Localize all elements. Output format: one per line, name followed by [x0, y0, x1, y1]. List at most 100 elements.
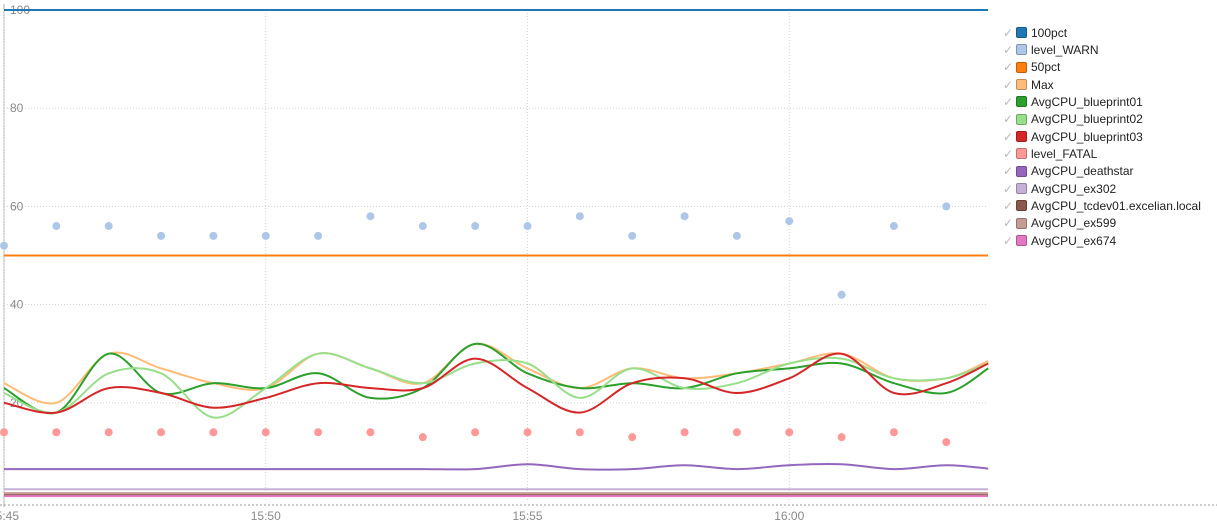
y-tick-label: 80: [10, 101, 24, 115]
data-point: [261, 428, 270, 437]
series-avgcpu-blueprint02: [3, 352, 989, 419]
legend-swatch: [1016, 113, 1027, 125]
series-avgcpu-blueprint03: [3, 352, 989, 414]
data-point: [785, 428, 794, 437]
series-level-warn: [0, 202, 951, 299]
y-tick-label: 40: [10, 298, 24, 312]
data-point: [942, 438, 951, 447]
data-point: [628, 433, 637, 442]
legend-label: AvgCPU_ex302: [1031, 181, 1117, 196]
legend-swatch: [1016, 61, 1027, 73]
checkmark-icon: ✓: [1003, 233, 1014, 248]
checkmark-icon: ✓: [1003, 112, 1014, 127]
legend-swatch: [1016, 131, 1027, 143]
data-point: [366, 212, 375, 221]
data-point: [471, 428, 480, 437]
legend-label: 50pct: [1031, 60, 1061, 75]
legend-item-avgcpu-deathstar[interactable]: ✓ AvgCPU_deathstar: [1000, 163, 1215, 180]
legend-item-level-warn[interactable]: ✓ level_WARN: [1000, 41, 1215, 58]
data-point: [157, 231, 166, 240]
legend-label: AvgCPU_ex599: [1031, 216, 1117, 231]
data-point: [732, 231, 741, 240]
data-point: [261, 231, 270, 240]
y-tick-label: 60: [10, 199, 24, 213]
legend-swatch: [1016, 96, 1027, 108]
legend-swatch: [1016, 148, 1027, 160]
checkmark-icon: ✓: [1003, 94, 1014, 109]
legend-label: AvgCPU_blueprint01: [1031, 94, 1143, 109]
legend-swatch: [1016, 79, 1027, 91]
data-point: [837, 433, 846, 442]
data-point: [680, 428, 689, 437]
data-point: [418, 433, 427, 442]
x-axis: 15:45 15:50 15:55 16:00: [0, 509, 805, 523]
legend-item-avgcpu-tcdev01-excelian-local[interactable]: ✓ AvgCPU_tcdev01.excelian.local: [1000, 197, 1215, 214]
legend-label: AvgCPU_blueprint02: [1031, 112, 1143, 127]
data-point: [680, 212, 689, 221]
x-tick-label: 16:00: [774, 509, 804, 523]
data-point: [209, 428, 218, 437]
legend-item-avgcpu-ex302[interactable]: ✓ AvgCPU_ex302: [1000, 180, 1215, 197]
legend-swatch: [1016, 165, 1027, 177]
series-level-fatal: [0, 428, 951, 447]
chart-legend: ✓ 100pct ✓ level_WARN ✓ 50pct ✓ Max ✓ AvgCPU_blue…: [1000, 24, 1215, 249]
data-point: [366, 428, 375, 437]
legend-swatch: [1016, 217, 1027, 229]
data-point: [314, 428, 323, 437]
data-point: [157, 428, 166, 437]
legend-item-100pct[interactable]: ✓ 100pct: [1000, 24, 1215, 41]
checkmark-icon: ✓: [1003, 129, 1014, 144]
checkmark-icon: ✓: [1003, 42, 1014, 57]
data-point: [889, 222, 898, 231]
legend-swatch: [1016, 44, 1027, 56]
legend-item-avgcpu-blueprint03[interactable]: ✓ AvgCPU_blueprint03: [1000, 128, 1215, 145]
checkmark-icon: ✓: [1003, 216, 1014, 231]
data-point: [104, 428, 113, 437]
legend-item-avgcpu-blueprint01[interactable]: ✓ AvgCPU_blueprint01: [1000, 93, 1215, 110]
plot-series: [0, 9, 989, 498]
legend-item-avgcpu-ex674[interactable]: ✓ AvgCPU_ex674: [1000, 232, 1215, 249]
legend-swatch: [1016, 235, 1027, 247]
data-point: [52, 222, 61, 231]
data-point: [523, 428, 532, 437]
checkmark-icon: ✓: [1003, 146, 1014, 161]
data-point: [889, 428, 898, 437]
legend-item-level-fatal[interactable]: ✓ level_FATAL: [1000, 145, 1215, 162]
data-point: [837, 290, 846, 299]
legend-label: 100pct: [1031, 25, 1068, 40]
data-point: [52, 428, 61, 437]
data-point: [209, 231, 218, 240]
legend-swatch: [1016, 183, 1027, 195]
series-avgcpu-deathstar: [3, 462, 989, 471]
checkmark-icon: ✓: [1003, 25, 1014, 40]
data-point: [785, 217, 794, 226]
legend-label: level_FATAL: [1031, 146, 1098, 161]
checkmark-icon: ✓: [1003, 164, 1014, 179]
data-point: [104, 222, 113, 231]
data-point: [628, 231, 637, 240]
legend-label: AvgCPU_blueprint03: [1031, 129, 1143, 144]
legend-item-50pct[interactable]: ✓ 50pct: [1000, 59, 1215, 76]
data-point: [314, 231, 323, 240]
checkmark-icon: ✓: [1003, 77, 1014, 92]
legend-item-max[interactable]: ✓ Max: [1000, 76, 1215, 93]
data-point: [732, 428, 741, 437]
data-point: [575, 428, 584, 437]
data-point: [471, 222, 480, 231]
legend-swatch: [1016, 200, 1027, 212]
legend-label: AvgCPU_deathstar: [1031, 164, 1134, 179]
data-point: [0, 428, 8, 437]
checkmark-icon: ✓: [1003, 181, 1014, 196]
data-point: [942, 202, 951, 211]
legend-item-avgcpu-blueprint02[interactable]: ✓ AvgCPU_blueprint02: [1000, 111, 1215, 128]
x-tick-label: 15:45: [0, 509, 19, 523]
legend-label: AvgCPU_ex674: [1031, 233, 1117, 248]
legend-label: Max: [1031, 77, 1054, 92]
data-point: [575, 212, 584, 221]
checkmark-icon: ✓: [1003, 198, 1014, 213]
data-point: [418, 222, 427, 231]
legend-item-avgcpu-ex599[interactable]: ✓ AvgCPU_ex599: [1000, 215, 1215, 232]
x-tick-label: 15:55: [512, 509, 542, 523]
